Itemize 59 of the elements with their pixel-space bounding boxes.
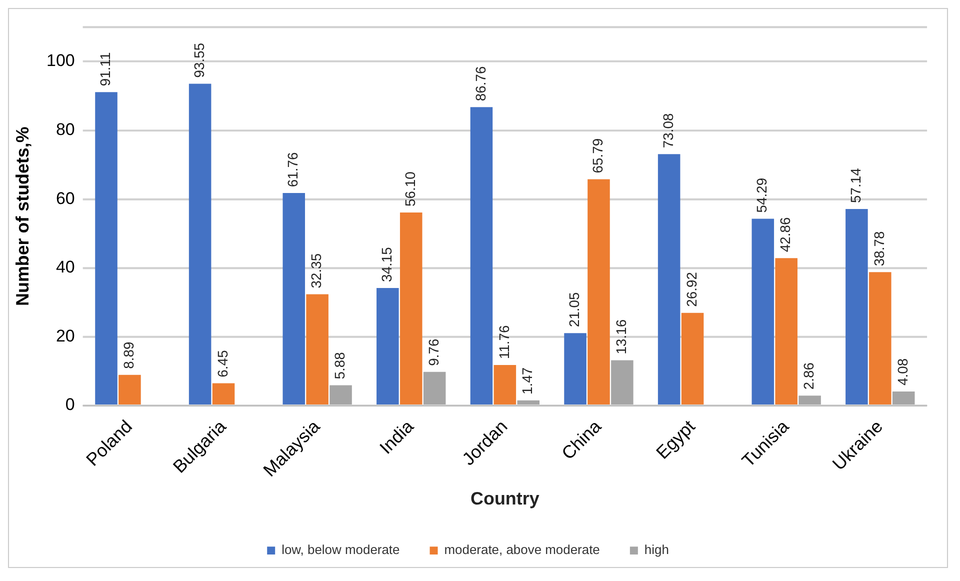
data-label: 93.55 (190, 42, 207, 78)
data-label: 21.05 (566, 292, 582, 328)
data-label: 4.08 (894, 358, 910, 386)
data-label: 73.08 (660, 113, 676, 148)
data-label: 13.16 (613, 319, 630, 354)
data-label: 65.79 (590, 138, 606, 174)
bar (658, 154, 680, 404)
bar (869, 272, 892, 404)
bar (798, 396, 821, 404)
data-label: 5.88 (332, 352, 348, 380)
data-label: 11.76 (496, 324, 512, 360)
data-label: 42.86 (777, 216, 794, 252)
data-label: 86.76 (472, 66, 488, 102)
y-tick-label: 60 (56, 188, 75, 208)
data-label: 6.45 (214, 350, 230, 378)
bar (564, 333, 586, 404)
data-label: 32.35 (308, 253, 324, 288)
bar (470, 107, 493, 404)
bar (118, 374, 141, 404)
bar (775, 258, 798, 404)
data-label: 38.78 (870, 230, 887, 266)
bar (494, 365, 516, 404)
bar (212, 383, 235, 404)
bar (95, 92, 118, 404)
bar (752, 218, 774, 404)
data-label: 2.86 (800, 362, 817, 390)
legend-label: high (644, 542, 669, 558)
bar (330, 385, 352, 404)
data-label: 26.92 (683, 272, 700, 307)
bar (681, 312, 704, 404)
y-tick-label: 80 (56, 120, 75, 139)
bar (588, 179, 610, 404)
bar (517, 400, 540, 404)
data-label: 34.15 (378, 246, 395, 282)
data-label: 54.29 (754, 178, 770, 213)
data-label: 61.76 (284, 152, 301, 188)
bar (376, 288, 399, 404)
bar (282, 193, 306, 404)
y-tick-label: 100 (46, 51, 75, 70)
bar (611, 360, 634, 404)
bar (892, 391, 915, 404)
data-label: 56.10 (402, 171, 418, 207)
bar (188, 84, 212, 404)
bar (306, 294, 328, 404)
data-label: 9.76 (425, 338, 442, 366)
data-label: 91.11 (97, 52, 114, 86)
legend-label: low, below moderate (282, 542, 400, 558)
y-tick-label: 20 (56, 326, 75, 346)
y-tick-label: 40 (56, 258, 75, 277)
data-label: 57.14 (848, 168, 864, 203)
bar (846, 208, 868, 404)
data-label: 1.47 (519, 367, 536, 394)
y-tick-label: 0 (65, 395, 75, 414)
data-label: 8.89 (120, 342, 137, 369)
y-axis-title: Number of studets,% (12, 126, 33, 306)
x-axis-title: Country (470, 488, 540, 508)
bar (423, 372, 446, 404)
bar (400, 212, 422, 404)
legend-label: moderate, above moderate (444, 542, 600, 558)
